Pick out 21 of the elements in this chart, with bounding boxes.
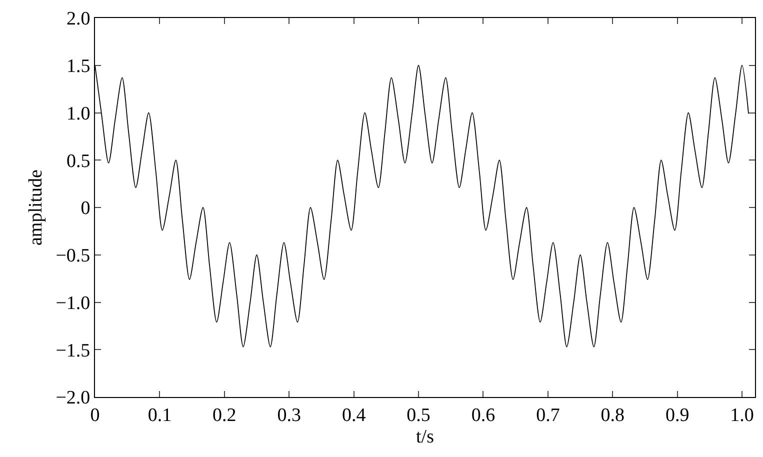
y-tick-label: −1.5 bbox=[56, 340, 90, 362]
y-tick-label: 0.5 bbox=[66, 150, 90, 172]
x-tick-label: 0.8 bbox=[600, 404, 625, 426]
x-tick-label: 0.5 bbox=[406, 404, 430, 426]
x-tick-label: 0.2 bbox=[212, 404, 236, 426]
y-tick-label: −1.0 bbox=[56, 292, 90, 314]
x-tick-label: 0.6 bbox=[471, 404, 496, 426]
x-tick-label: 0.7 bbox=[536, 404, 560, 426]
y-tick-label: −2.0 bbox=[56, 388, 90, 409]
y-tick-label: 1.5 bbox=[66, 56, 90, 78]
x-tick-label: 1.0 bbox=[730, 404, 754, 426]
y-axis-title: amplitude bbox=[26, 170, 47, 246]
y-tick-label: −0.5 bbox=[56, 246, 90, 267]
x-tick-label: 0.3 bbox=[277, 404, 301, 426]
x-tick-label: 0.4 bbox=[342, 404, 366, 426]
x-tick-label: 0.9 bbox=[665, 404, 690, 426]
x-axis-title: t/s bbox=[416, 426, 434, 448]
y-tick-label: 2.0 bbox=[66, 8, 90, 30]
x-tick-label: 0.1 bbox=[148, 404, 172, 426]
y-tick-label: 0 bbox=[80, 198, 90, 220]
y-tick-label: 1.0 bbox=[66, 103, 90, 124]
